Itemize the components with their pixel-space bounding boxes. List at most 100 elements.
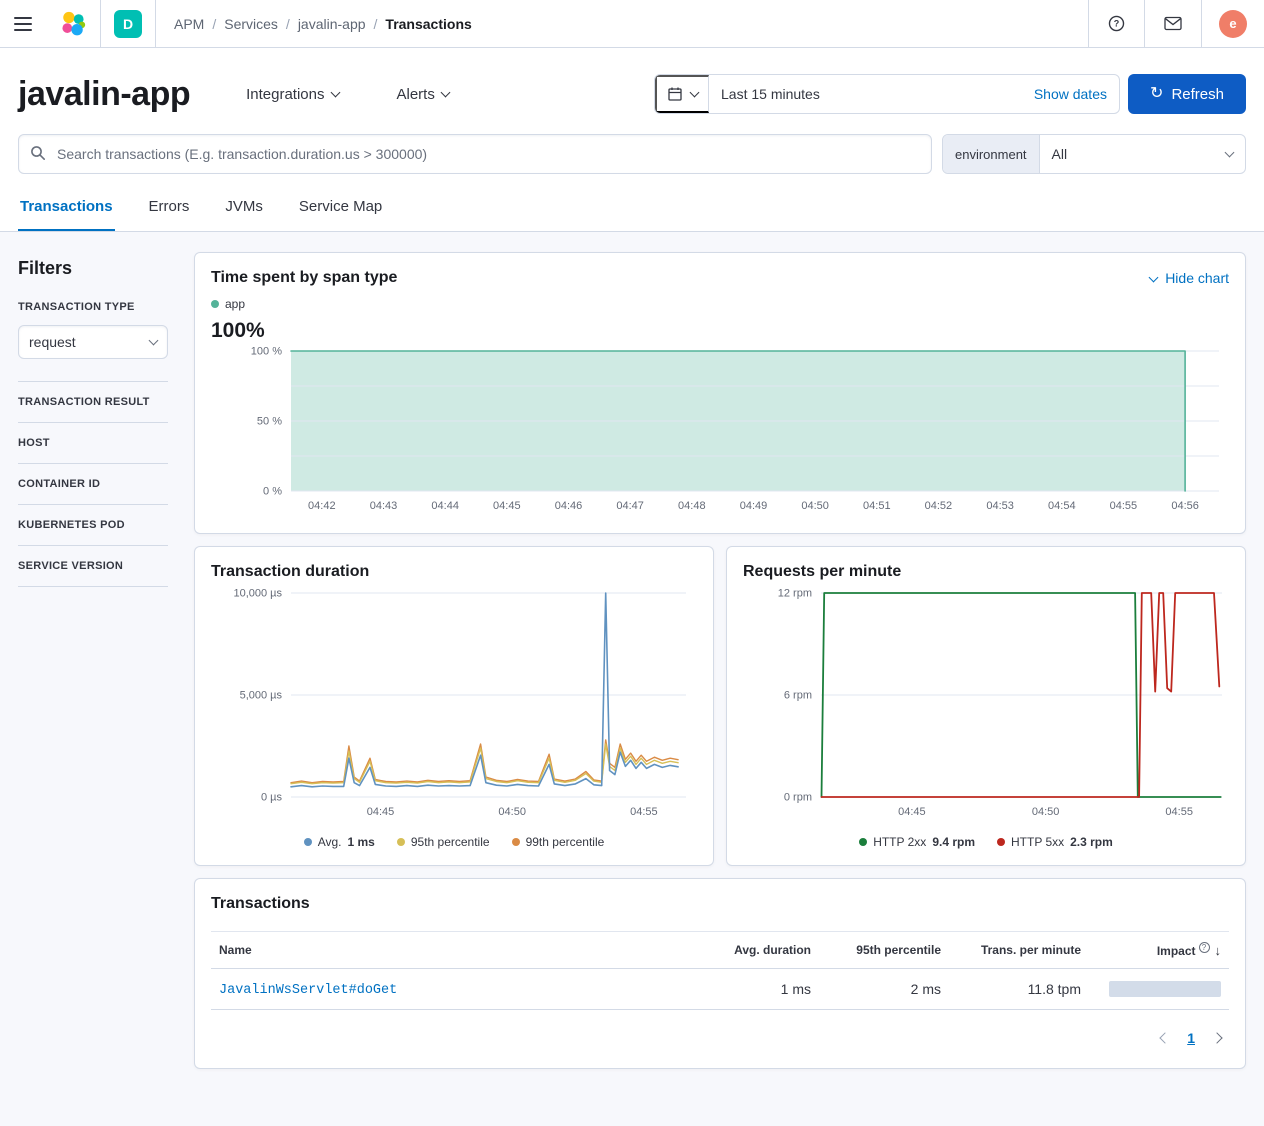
breadcrumb-separator: / (212, 15, 217, 32)
filter-host[interactable]: HOST (18, 422, 168, 463)
filters-heading: Filters (18, 258, 73, 278)
svg-text:12 rpm: 12 rpm (778, 588, 812, 600)
breadcrumb-separator: / (373, 15, 378, 32)
requests-per-minute-chart: 12 rpm 6 rpm 0 rpm 04:45 04:50 04:55 (743, 587, 1229, 823)
super-date-picker: Last 15 minutes Show dates (654, 74, 1120, 114)
time-range-display[interactable]: Last 15 minutes Show dates (721, 86, 1107, 102)
legend-http-5xx[interactable]: HTTP 5xx 2.3 rpm (997, 835, 1113, 849)
hamburger-menu-icon[interactable] (0, 0, 46, 47)
svg-text:04:55: 04:55 (630, 806, 658, 818)
service-header: javalin-app Integrations Alerts Last 15 … (0, 48, 1264, 232)
cell-95th-percentile: 2 ms (819, 968, 949, 1010)
transaction-type-select[interactable]: request (18, 325, 168, 359)
avatar-initial: e (1219, 9, 1247, 38)
legend-95th-percentile[interactable]: 95th percentile (396, 835, 490, 849)
svg-text:04:47: 04:47 (616, 500, 644, 512)
svg-text:04:50: 04:50 (1032, 806, 1060, 818)
time-controls: Last 15 minutes Show dates ↻ Refresh (654, 74, 1246, 114)
filter-service-version[interactable]: SERVICE VERSION (18, 545, 168, 586)
environment-select[interactable]: All (1040, 135, 1245, 173)
column-trans-per-minute[interactable]: Trans. per minute (949, 931, 1089, 969)
svg-text:04:43: 04:43 (370, 500, 398, 512)
filters-sidebar: Filters TRANSACTION TYPE request TRANSAC… (18, 252, 168, 1069)
legend-dot-app (211, 300, 219, 308)
elastic-logo[interactable] (46, 0, 100, 47)
svg-text:04:48: 04:48 (678, 500, 706, 512)
alerts-menu-button[interactable]: Alerts (397, 86, 451, 103)
span-type-panel: Time spent by span type Hide chart app 1… (194, 252, 1246, 534)
search-box (18, 134, 932, 174)
chevron-down-icon (330, 87, 340, 98)
calendar-quick-select-button[interactable] (655, 75, 709, 113)
chevron-down-icon (1148, 272, 1159, 282)
svg-text:0 %: 0 % (263, 486, 282, 498)
refresh-button[interactable]: ↻ Refresh (1128, 74, 1246, 114)
transaction-link[interactable]: JavalinWsServlet#doGet (219, 983, 398, 998)
span-type-chart: 100 % 50 % 0 % 04:42 04:43 04:44 04:45 04:46 04:… (211, 345, 1229, 517)
filter-container-id[interactable]: CONTAINER ID (18, 463, 168, 504)
transaction-duration-legend: Avg. 1 ms 95th percentile 99th percentil… (211, 835, 697, 849)
top-navigation-bar: D APM / Services / javalin-app / Transactio… (0, 0, 1264, 48)
svg-text:6 rpm: 6 rpm (784, 690, 812, 702)
legend-99th-percentile[interactable]: 99th percentile (511, 835, 604, 849)
legend-http-2xx[interactable]: HTTP 2xx 9.4 rpm (859, 835, 975, 849)
svg-text:04:55: 04:55 (1165, 806, 1193, 818)
refresh-icon: ↻ (1150, 85, 1164, 102)
column-avg-duration[interactable]: Avg. duration (699, 931, 819, 969)
requests-per-minute-legend: HTTP 2xx 9.4 rpm HTTP 5xx 2.3 rpm (743, 835, 1229, 849)
column-name[interactable]: Name (211, 931, 699, 969)
environment-filter: environment All (942, 134, 1246, 174)
previous-page-icon[interactable] (1159, 1032, 1171, 1044)
svg-text:04:54: 04:54 (1048, 500, 1076, 512)
chevron-down-icon (440, 87, 451, 98)
newsfeed-mail-icon[interactable] (1158, 16, 1188, 31)
next-page-icon[interactable] (1211, 1032, 1223, 1044)
page-title: javalin-app (18, 74, 191, 113)
tab-jvms[interactable]: JVMs (223, 192, 265, 231)
service-tabs: Transactions Errors JVMs Service Map (0, 192, 1264, 232)
cell-trans-per-minute: 11.8 tpm (949, 968, 1089, 1010)
hide-chart-button[interactable]: Hide chart (1148, 270, 1229, 286)
page-number-1[interactable]: 1 (1187, 1030, 1195, 1046)
help-icon[interactable]: ? (1102, 15, 1131, 32)
column-impact[interactable]: Impact? ↓ (1089, 931, 1229, 969)
service-header-nav: Integrations Alerts (246, 86, 451, 103)
legend-avg[interactable]: Avg. 1 ms (303, 835, 375, 849)
svg-text:0 rpm: 0 rpm (784, 792, 812, 804)
user-avatar[interactable]: e (1215, 9, 1251, 38)
svg-text:04:52: 04:52 (925, 500, 953, 512)
filter-transaction-result[interactable]: TRANSACTION RESULT (18, 381, 168, 422)
tab-service-map[interactable]: Service Map (297, 192, 384, 231)
breadcrumb-services[interactable]: Services (224, 15, 278, 32)
svg-text:0 µs: 0 µs (261, 792, 283, 804)
search-icon (30, 145, 46, 166)
transaction-duration-panel: Transaction duration 10,000 µs 5,000 µs 0 … (194, 546, 714, 866)
space-badge[interactable]: D (114, 9, 142, 38)
tab-transactions[interactable]: Transactions (18, 192, 115, 231)
column-95th-percentile[interactable]: 95th percentile (819, 931, 949, 969)
requests-per-minute-title: Requests per minute (743, 563, 902, 580)
filter-kubernetes-pod[interactable]: KUBERNETES POD (18, 504, 168, 545)
svg-text:04:53: 04:53 (986, 500, 1014, 512)
breadcrumb-service-name[interactable]: javalin-app (297, 15, 366, 32)
filter-accordions: TRANSACTION RESULT HOST CONTAINER ID KUB… (18, 381, 168, 587)
info-icon: ? (1198, 942, 1210, 953)
page-content: Filters TRANSACTION TYPE request TRANSAC… (0, 232, 1264, 1093)
search-row: environment All (0, 134, 1264, 192)
integrations-menu-button[interactable]: Integrations (246, 86, 340, 103)
svg-text:04:56: 04:56 (1171, 500, 1199, 512)
svg-text:100 %: 100 % (251, 346, 282, 358)
legend-dot-avg (303, 838, 312, 846)
space-switcher[interactable]: D (100, 0, 156, 47)
transaction-duration-chart: 10,000 µs 5,000 µs 0 µs 04:45 04:50 04:55 (211, 587, 697, 823)
tab-errors[interactable]: Errors (147, 192, 192, 231)
legend-dot-95th (396, 838, 405, 846)
requests-per-minute-panel: Requests per minute 12 rpm 6 rpm 0 rpm 04:4… (726, 546, 1246, 866)
show-dates-button[interactable]: Show dates (1033, 86, 1107, 102)
cell-avg-duration: 1 ms (699, 968, 819, 1010)
chevron-down-icon (1224, 147, 1235, 158)
main-panels: Time spent by span type Hide chart app 1… (194, 252, 1246, 1069)
breadcrumb-apm[interactable]: APM (174, 15, 205, 32)
search-transactions-input[interactable] (18, 134, 932, 174)
span-type-legend: app (211, 297, 1229, 311)
